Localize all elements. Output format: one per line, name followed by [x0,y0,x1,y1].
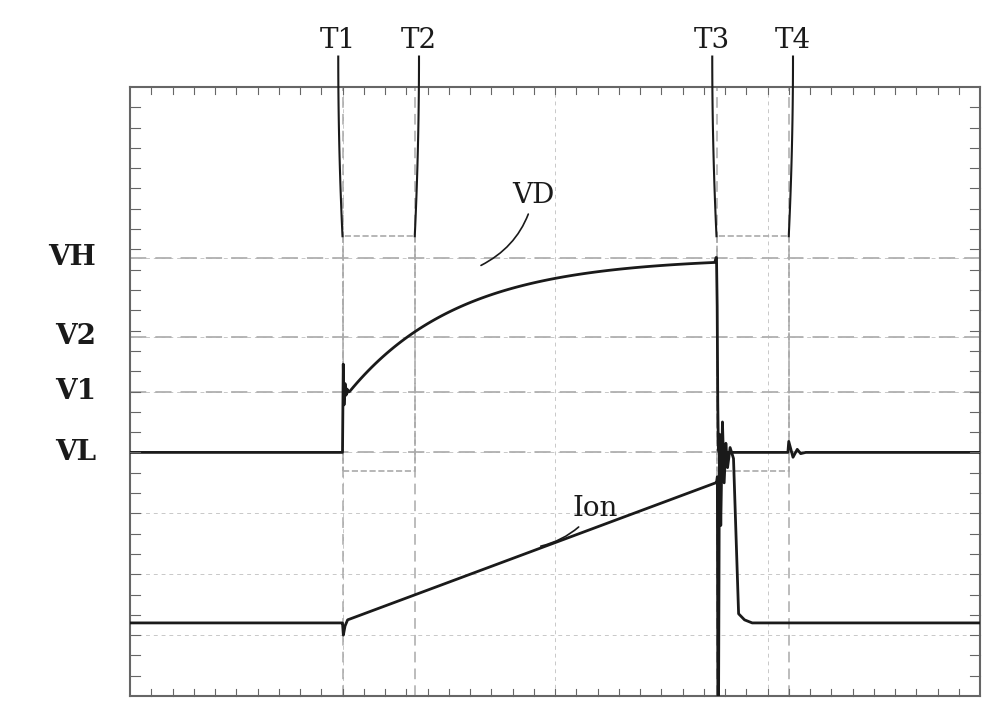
Text: T2: T2 [401,27,437,54]
Text: VD: VD [481,182,555,265]
Text: T1: T1 [320,27,356,54]
Text: T4: T4 [775,27,811,54]
Text: VH: VH [48,244,96,271]
Bar [716,236,789,471]
Bar [342,236,415,471]
Text: V1: V1 [55,378,96,405]
Text: Ion: Ion [541,495,617,546]
Text: V2: V2 [55,323,96,350]
Text: T3: T3 [694,27,730,54]
Text: VL: VL [55,439,96,466]
